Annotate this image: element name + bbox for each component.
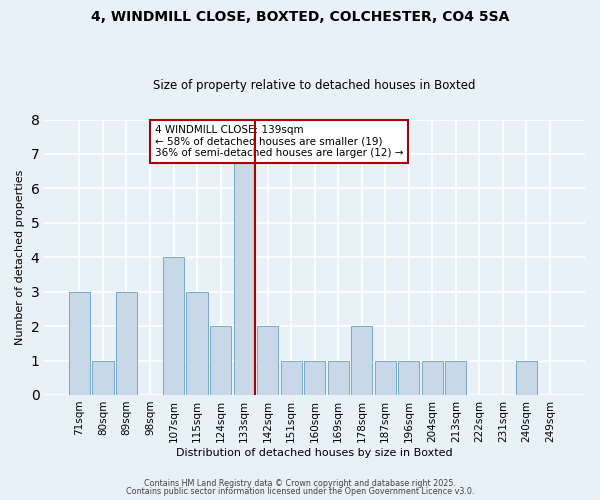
Bar xyxy=(187,292,208,395)
Bar xyxy=(281,360,302,395)
Bar xyxy=(351,326,372,395)
Bar xyxy=(69,292,90,395)
Bar xyxy=(445,360,466,395)
Text: Contains public sector information licensed under the Open Government Licence v3: Contains public sector information licen… xyxy=(126,487,474,496)
Bar xyxy=(257,326,278,395)
Bar xyxy=(116,292,137,395)
Bar xyxy=(233,154,254,395)
Y-axis label: Number of detached properties: Number of detached properties xyxy=(15,170,25,345)
Bar xyxy=(304,360,325,395)
Text: 4 WINDMILL CLOSE: 139sqm
← 58% of detached houses are smaller (19)
36% of semi-d: 4 WINDMILL CLOSE: 139sqm ← 58% of detach… xyxy=(155,124,403,158)
Bar xyxy=(374,360,396,395)
Bar xyxy=(516,360,537,395)
Bar xyxy=(422,360,443,395)
Text: Contains HM Land Registry data © Crown copyright and database right 2025.: Contains HM Land Registry data © Crown c… xyxy=(144,478,456,488)
Bar xyxy=(210,326,231,395)
Bar xyxy=(398,360,419,395)
X-axis label: Distribution of detached houses by size in Boxted: Distribution of detached houses by size … xyxy=(176,448,453,458)
Bar xyxy=(163,258,184,395)
Text: 4, WINDMILL CLOSE, BOXTED, COLCHESTER, CO4 5SA: 4, WINDMILL CLOSE, BOXTED, COLCHESTER, C… xyxy=(91,10,509,24)
Title: Size of property relative to detached houses in Boxted: Size of property relative to detached ho… xyxy=(154,79,476,92)
Bar xyxy=(92,360,113,395)
Bar xyxy=(328,360,349,395)
